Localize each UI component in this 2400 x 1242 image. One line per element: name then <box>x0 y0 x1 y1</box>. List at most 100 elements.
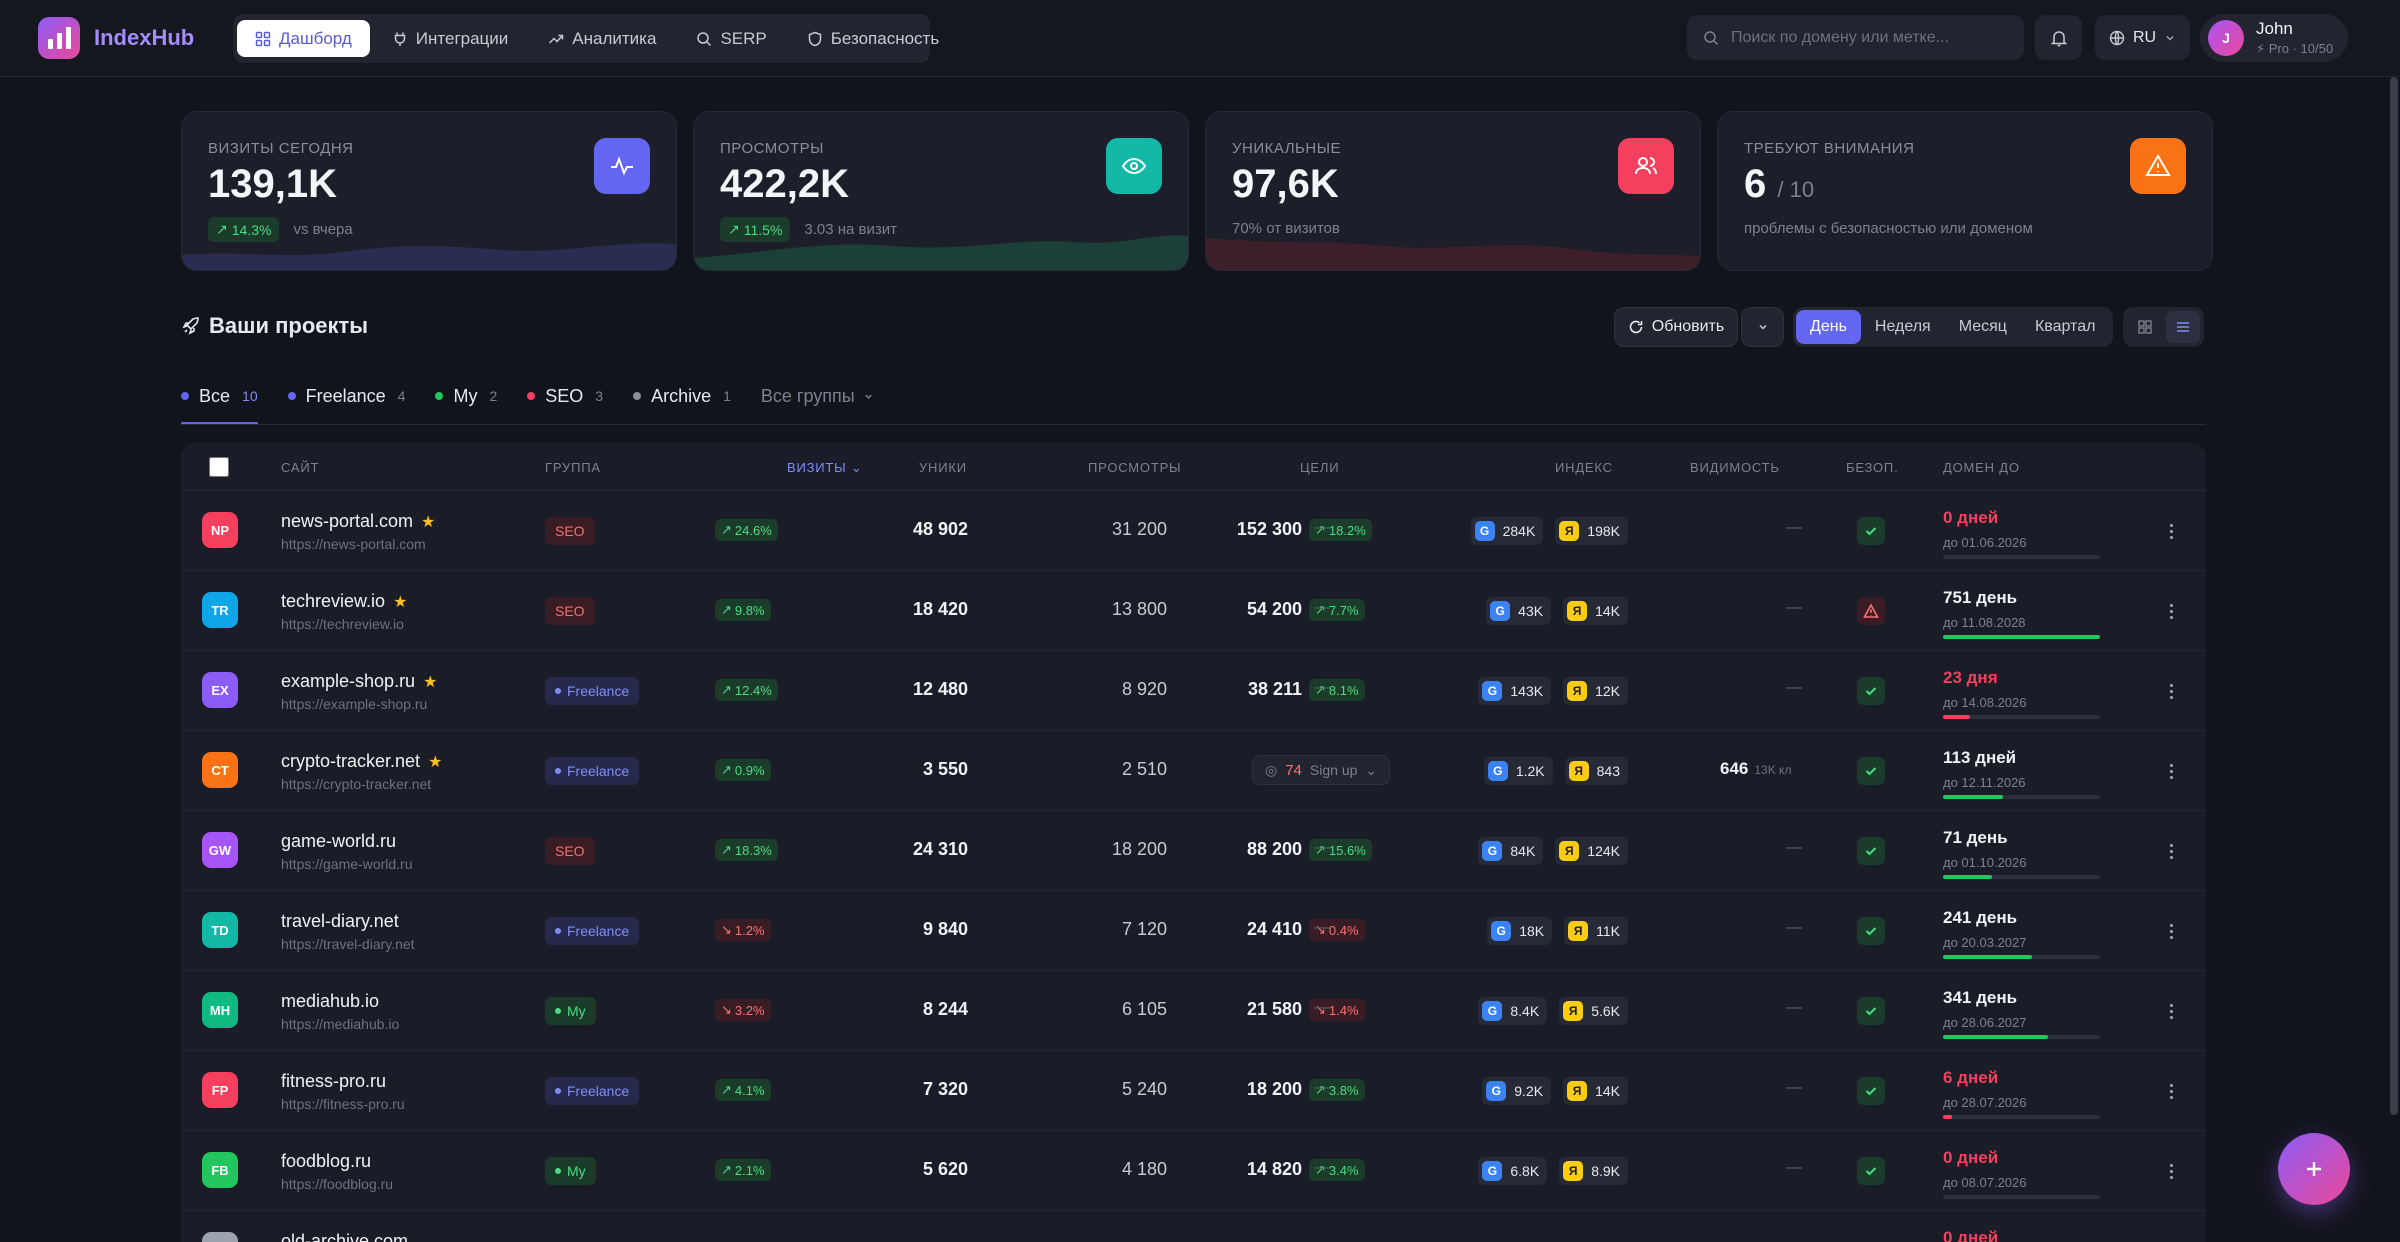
site-url[interactable]: https://techreview.io <box>281 616 404 632</box>
col-visibility[interactable]: ВИДИМОСТЬ <box>1690 460 1780 475</box>
check-icon[interactable] <box>1857 1157 1885 1185</box>
visits-change: ↗ 24.6% <box>715 519 778 541</box>
filter-all[interactable]: Все 10 <box>181 380 258 425</box>
filter-freelance[interactable]: Freelance 4 <box>287 380 405 412</box>
row-menu-button[interactable] <box>2161 1079 2181 1103</box>
site-name[interactable]: old-archive.com <box>281 1231 409 1242</box>
site-url[interactable]: https://example-shop.ru <box>281 696 428 712</box>
row-menu-button[interactable] <box>2161 999 2181 1023</box>
logo[interactable]: IndexHub <box>38 17 194 59</box>
site-name[interactable]: techreview.io ★ <box>281 591 408 611</box>
check-icon[interactable] <box>1857 997 1885 1025</box>
table-row[interactable]: MH mediahub.io https://mediahub.io My 8 244 ↘… <box>181 971 2206 1051</box>
check-icon[interactable] <box>1857 1077 1885 1105</box>
views-change: ↗ 8.1% <box>1309 679 1365 701</box>
filter-my[interactable]: My 2 <box>435 380 497 412</box>
site-url[interactable]: https://foodblog.ru <box>281 1176 394 1192</box>
period-week[interactable]: Неделя <box>1874 318 1931 335</box>
period-quarter[interactable]: Квартал <box>2034 318 2096 335</box>
check-icon[interactable] <box>1857 677 1885 705</box>
table-row[interactable]: TD travel-diary.net https://travel-diary.n… <box>181 891 2206 971</box>
star-icon[interactable]: ★ <box>423 673 438 691</box>
col-visits[interactable]: ВИЗИТЫ ⌄ <box>787 460 863 475</box>
table-row[interactable]: CT crypto-tracker.net ★ https://crypto-trac… <box>181 731 2206 811</box>
site-name[interactable]: foodblog.ru <box>281 1151 372 1171</box>
site-name[interactable]: fitness-pro.ru <box>281 1071 387 1091</box>
search-box[interactable] <box>1687 15 2024 60</box>
check-icon[interactable] <box>1857 757 1885 785</box>
col-security[interactable]: БЕЗОП. <box>1846 460 1899 475</box>
add-project-button[interactable] <box>2278 1133 2350 1205</box>
col-goals[interactable]: ЦЕЛИ <box>1300 460 1340 475</box>
table-row[interactable]: EX example-shop.ru ★ https://example-shop.r… <box>181 651 2206 731</box>
table-row[interactable]: TR techreview.io ★ https://techreview.io SEO… <box>181 571 2206 651</box>
row-menu-button[interactable] <box>2161 679 2181 703</box>
col-site[interactable]: САЙТ <box>281 460 320 475</box>
goals-select[interactable]: ◎ 74 Sign up ⌄ <box>1252 755 1391 785</box>
refresh-dropdown-button[interactable] <box>1741 307 1784 347</box>
table-row[interactable]: NP news-portal.com ★ https://news-portal.co… <box>181 491 2206 571</box>
period-month[interactable]: Месяц <box>1958 318 2007 335</box>
site-name[interactable]: game-world.ru <box>281 831 397 851</box>
nav-integrations[interactable]: Интеграции <box>374 20 527 57</box>
check-icon[interactable] <box>1857 517 1885 545</box>
row-menu-button[interactable] <box>2161 839 2181 863</box>
table-row[interactable]: old-archive.com 0 дней <box>181 1211 2206 1242</box>
row-menu-button[interactable] <box>2161 1159 2181 1183</box>
notifications-button[interactable] <box>2035 15 2082 60</box>
row-menu-button[interactable] <box>2161 919 2181 943</box>
site-url[interactable]: https://mediahub.io <box>281 1016 400 1032</box>
table-row[interactable]: FB foodblog.ru https://foodblog.ru My 5 620 ↗… <box>181 1131 2206 1211</box>
select-all-checkbox[interactable] <box>209 457 229 477</box>
visits-value: 12 480 <box>912 679 968 699</box>
table-row[interactable]: GW game-world.ru https://game-world.ru SEO 2… <box>181 811 2206 891</box>
row-menu-button[interactable] <box>2161 759 2181 783</box>
row-menu-button[interactable] <box>2161 519 2181 543</box>
star-icon[interactable]: ★ <box>393 593 408 611</box>
nav-dashboard[interactable]: Дашборд <box>237 20 370 57</box>
visibility-empty: — <box>1786 839 1802 856</box>
col-views[interactable]: ПРОСМОТРЫ <box>1088 460 1182 475</box>
site-url[interactable]: https://travel-diary.net <box>281 936 415 952</box>
filter-seo[interactable]: SEO 3 <box>527 380 603 412</box>
col-index[interactable]: ИНДЕКС <box>1555 460 1613 475</box>
site-name[interactable]: mediahub.io <box>281 991 380 1011</box>
site-name[interactable]: crypto-tracker.net ★ <box>281 751 443 771</box>
site-name[interactable]: travel-diary.net <box>281 911 399 931</box>
warning-icon[interactable] <box>1857 597 1885 625</box>
list-view-button[interactable] <box>2165 311 2200 343</box>
all-groups-dropdown[interactable]: Все группы <box>761 380 874 412</box>
refresh-button[interactable]: Обновить <box>1614 307 1738 347</box>
filter-archive[interactable]: Archive 1 <box>633 380 731 412</box>
row-menu-button[interactable] <box>2161 599 2181 623</box>
grid-view-button[interactable] <box>2128 311 2162 343</box>
check-icon[interactable] <box>1857 837 1885 865</box>
table-row[interactable]: FP fitness-pro.ru https://fitness-pro.ru Fr… <box>181 1051 2206 1131</box>
site-url[interactable]: https://game-world.ru <box>281 856 413 872</box>
col-group[interactable]: ГРУППА <box>545 460 601 475</box>
col-uniques[interactable]: УНИКИ <box>919 460 967 475</box>
site-name[interactable]: example-shop.ru ★ <box>281 671 438 691</box>
period-day[interactable]: День <box>1796 310 1861 344</box>
star-icon[interactable]: ★ <box>421 513 436 531</box>
nav-security[interactable]: Безопасность <box>789 20 957 57</box>
site-url[interactable]: https://news-portal.com <box>281 536 426 552</box>
site-url[interactable]: https://crypto-tracker.net <box>281 776 432 792</box>
filter-dot <box>527 392 536 400</box>
nav-serp[interactable]: SERP <box>678 20 784 57</box>
site-url[interactable]: https://fitness-pro.ru <box>281 1096 405 1112</box>
check-icon[interactable] <box>1857 917 1885 945</box>
nav-analytics[interactable]: Аналитика <box>530 20 674 57</box>
user-menu[interactable]: J John ⚡ Pro · 10/50 <box>2200 14 2348 62</box>
yandex-index: Я 124K <box>1555 837 1628 865</box>
col-domain[interactable]: ДОМЕН ДО <box>1943 460 2020 475</box>
domain-days: 751 день <box>1943 588 2018 607</box>
search-input[interactable] <box>1731 28 2001 47</box>
star-icon[interactable]: ★ <box>428 753 443 771</box>
index-values: G 43K Я 14K <box>1486 597 1628 625</box>
language-select[interactable]: RU <box>2095 15 2190 60</box>
site-name[interactable]: news-portal.com ★ <box>281 511 436 531</box>
domain-progress <box>1943 795 2100 799</box>
projects-title-text: Ваши проекты <box>209 313 369 338</box>
scrollbar[interactable] <box>2390 77 2398 1115</box>
